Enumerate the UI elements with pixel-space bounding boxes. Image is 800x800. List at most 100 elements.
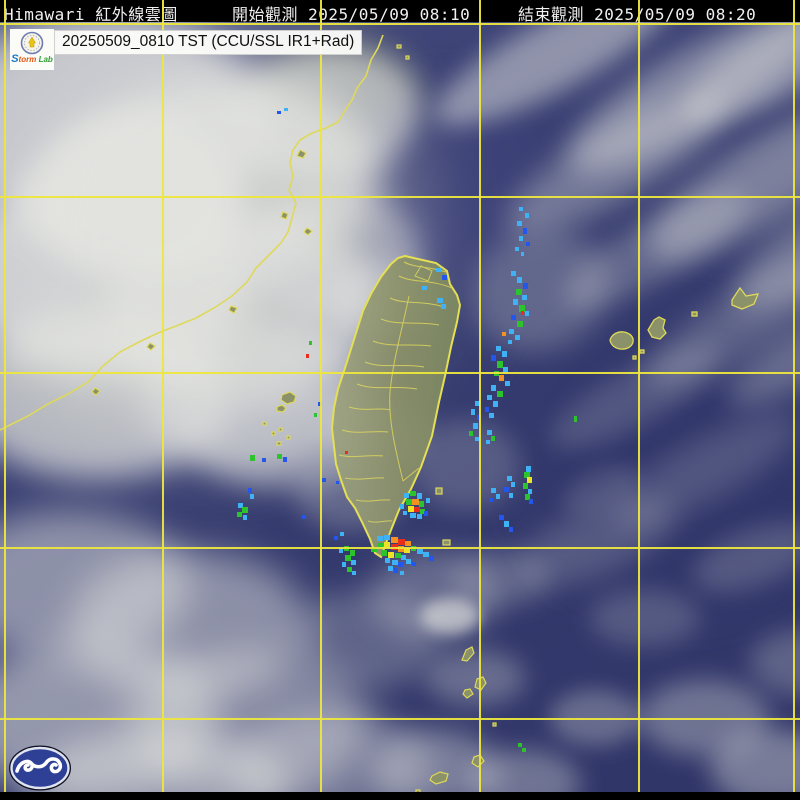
- radar-echo-cell: [524, 472, 530, 478]
- radar-echo-cell: [441, 304, 446, 309]
- radar-echo-cell: [429, 556, 434, 561]
- radar-echo-cell: [528, 489, 532, 494]
- radar-echo-cell: [419, 501, 424, 507]
- radar-echo-cell: [523, 283, 528, 289]
- radar-echo-cell: [417, 549, 423, 554]
- radar-echo-cell: [424, 511, 428, 516]
- grid-line-horizontal: [0, 547, 800, 549]
- radar-echo-cell: [489, 498, 493, 502]
- radar-echo-cell: [485, 407, 489, 412]
- radar-echo-cell: [336, 481, 339, 484]
- radar-echo-cell: [306, 354, 309, 358]
- cloud-blob: [140, 320, 370, 470]
- penghu-islands: [262, 391, 297, 446]
- radar-echo-cell: [511, 271, 516, 276]
- radar-echo-cell: [496, 346, 501, 351]
- taiwan-island: [330, 254, 462, 559]
- radar-echo-cell: [523, 483, 528, 489]
- radar-echo-cell: [491, 355, 496, 361]
- cloud-blob: [420, 598, 480, 634]
- radar-echo-cell: [243, 515, 247, 520]
- radar-echo-cell: [388, 552, 394, 558]
- radar-echo-cell: [423, 552, 429, 557]
- radar-echo-cell: [351, 560, 356, 565]
- radar-echo-cell: [525, 311, 529, 316]
- grid-line-horizontal: [0, 718, 800, 720]
- radar-echo-cell: [513, 299, 518, 305]
- radar-echo-cell: [352, 571, 356, 575]
- grid-line-vertical: [320, 0, 322, 800]
- radar-echo-cell: [523, 228, 527, 234]
- batanes-islands: [415, 646, 497, 794]
- radar-echo-cell: [509, 329, 514, 334]
- radar-echo-cell: [277, 111, 281, 114]
- radar-echo-cell: [475, 401, 480, 406]
- radar-echo-cell: [237, 512, 242, 517]
- radar-echo-cell: [417, 493, 422, 499]
- radar-echo-cell: [248, 488, 252, 493]
- cloud-blob: [470, 750, 580, 800]
- radar-echo-cell: [342, 562, 346, 567]
- taiwan-county-borders: [338, 261, 453, 523]
- radar-echo-cell: [491, 385, 496, 391]
- radar-echo-cell: [322, 478, 326, 482]
- grid-line-horizontal: [0, 372, 800, 374]
- radar-echo-cell: [404, 493, 409, 498]
- radar-echo-cell: [504, 521, 509, 527]
- radar-echo-cell: [398, 546, 404, 552]
- radar-echo-cell: [502, 332, 506, 336]
- cloud-blob: [450, 550, 550, 606]
- product-title: Himawari 紅外線雲圖: [4, 5, 178, 24]
- radar-echo-cell: [394, 568, 398, 573]
- radar-echo-cell: [509, 493, 513, 498]
- radar-echo-cell: [522, 295, 527, 300]
- radar-echo-cell: [398, 539, 405, 545]
- radar-echo-cell: [473, 423, 478, 429]
- radar-echo-cell: [381, 550, 387, 556]
- radar-echo-cell: [392, 560, 398, 565]
- radar-echo-cell: [250, 455, 255, 461]
- radar-echo-cell: [314, 413, 317, 417]
- radar-echo-cell: [442, 275, 447, 280]
- china-coastline: [0, 34, 384, 431]
- cloud-blob: [590, 590, 700, 646]
- radar-echo-cell: [400, 571, 404, 575]
- radar-echo-cell: [509, 527, 513, 532]
- radar-echo-cell: [426, 498, 430, 503]
- radar-echo-cell: [406, 559, 411, 564]
- radar-echo-cell: [499, 375, 504, 381]
- radar-echo-cell: [384, 542, 390, 548]
- grid-line-vertical: [162, 0, 164, 800]
- radar-echo-cell: [471, 409, 475, 415]
- radar-echo-cell: [519, 236, 523, 241]
- radar-echo-cell: [522, 748, 526, 752]
- radar-echo-cell: [475, 437, 479, 441]
- radar-echo-cell: [491, 488, 496, 493]
- china-coastal-islets: [91, 44, 410, 396]
- radar-echo-cell: [277, 454, 282, 459]
- radar-echo-cell: [521, 252, 524, 256]
- radar-echo-cell: [238, 503, 243, 508]
- radar-echo-cell: [525, 494, 530, 500]
- radar-echo-cell: [508, 340, 512, 344]
- grid-line-horizontal: [0, 23, 800, 25]
- radar-echo-cell: [377, 543, 383, 548]
- radar-echo-cell: [505, 381, 510, 386]
- southeast-islets: [435, 487, 451, 546]
- radar-echo-cell: [515, 335, 520, 340]
- radar-echo-cell: [400, 504, 404, 509]
- radar-echo-cell: [502, 351, 507, 357]
- radar-echo-cell: [511, 482, 515, 487]
- observation-end-label: 結束觀測 2025/05/09 08:20: [518, 5, 757, 24]
- radar-echo-cell: [574, 416, 577, 422]
- radar-echo-cell: [262, 458, 266, 462]
- radar-echo-cell: [406, 499, 412, 505]
- bottom-border-strip: [0, 792, 800, 800]
- radar-echo-cell: [250, 494, 254, 499]
- radar-echo-cell: [403, 511, 407, 515]
- radar-echo-cell: [283, 457, 287, 462]
- cloud-blob: [290, 590, 440, 690]
- radar-echo-cell: [414, 507, 420, 512]
- radar-echo-cell: [410, 491, 416, 496]
